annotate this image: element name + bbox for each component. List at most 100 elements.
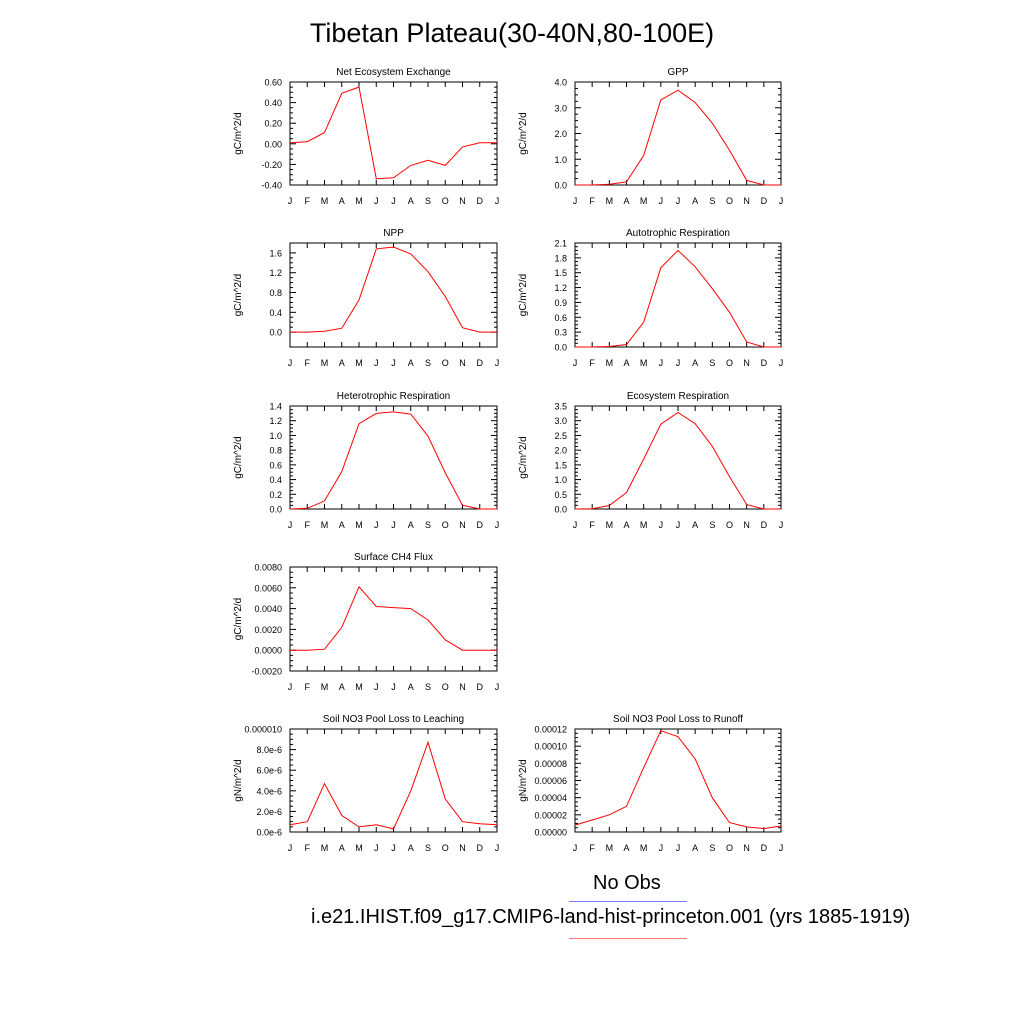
panel-1-xtick-label: M — [640, 196, 648, 206]
panel-1-ylabel: gC/m^2/d — [518, 112, 529, 155]
panel-6-xtick-label: F — [305, 682, 311, 692]
panel-5-series-line — [574, 411, 781, 510]
panel-2-xtick-label: J — [288, 358, 293, 368]
panel-4-xtick-label: D — [477, 520, 484, 530]
panel-1-xtick-label: F — [589, 196, 595, 206]
panel-5-xtick-label: F — [589, 520, 595, 530]
panel-3-xtick-label: N — [743, 358, 750, 368]
panel-5-xtick-label: A — [623, 520, 629, 530]
panel-2-xtick-label: N — [459, 358, 466, 368]
panel-8-ytick-label: 0.00006 — [534, 776, 567, 786]
panel-7-xtick-label: A — [408, 843, 414, 853]
panel-7-xtick-label: M — [321, 843, 329, 853]
panel-8-series-line — [574, 730, 782, 830]
panel-4-xtick-label: A — [408, 520, 414, 530]
panel-5-ytick-label: 3.0 — [554, 416, 567, 426]
panel-5-ytick-label: 1.5 — [554, 460, 567, 470]
panel-3-xtick-label: A — [623, 358, 629, 368]
panel-2-xtick-label: S — [425, 358, 431, 368]
panel-1-xtick-label: D — [761, 196, 768, 206]
panel-1-xtick-label: J — [573, 196, 578, 206]
panel-0-xtick-label: A — [339, 196, 345, 206]
panel-2-ytick-label: 0.8 — [269, 288, 282, 298]
panel-8-ytick-label: 0.00010 — [534, 742, 567, 752]
panel-1-ytick-label: 4.0 — [554, 78, 567, 88]
panel-7-xtick-label: M — [355, 843, 363, 853]
panel-0-xtick-label: A — [408, 196, 414, 206]
panel-3-xtick-label: J — [779, 358, 784, 368]
panel-7-xtick-label: J — [374, 843, 379, 853]
panel-0-xtick-label: J — [495, 196, 500, 206]
panel-0-xtick-label: M — [321, 196, 329, 206]
panel-6-xtick-label: A — [408, 682, 414, 692]
panel-2-xtick-label: O — [442, 358, 449, 368]
panel-6-xtick-label: M — [321, 682, 329, 692]
panel-3-ytick-label: 0.0 — [554, 343, 567, 353]
panel-3-ytick-label: 0.6 — [554, 313, 567, 323]
panel-7-title: Soil NO3 Pool Loss to Leaching — [323, 714, 464, 725]
panel-1-frame — [574, 81, 782, 186]
panel-6-xtick-label: D — [477, 682, 484, 692]
panel-4-xtick-label: N — [459, 520, 466, 530]
panel-3-xtick-label: J — [659, 358, 664, 368]
panel-7-ytick-label: 8.0e-6 — [256, 745, 282, 755]
panel-5-xtick-label: J — [779, 520, 784, 530]
panel-4-series-line — [289, 411, 497, 510]
panel-4-ytick-label: 1.4 — [269, 402, 282, 412]
panel-4-ytick-label: 1.2 — [269, 416, 282, 426]
panel-7-ylabel: gN/m^2/d — [233, 759, 244, 802]
panel-0-xtick-label: J — [391, 196, 396, 206]
panel-1-xtick-label: S — [709, 196, 715, 206]
panel-3-xtick-label: A — [692, 358, 698, 368]
panel-5-xtick-label: D — [761, 520, 768, 530]
panel-2-ytick-label: 1.6 — [269, 248, 282, 258]
panel-0-title: Net Ecosystem Exchange — [336, 67, 451, 78]
panel-2-xtick-label: A — [339, 358, 345, 368]
panel-0-xtick-label: M — [355, 196, 363, 206]
panel-7-ytick-label: 6.0e-6 — [256, 766, 282, 776]
panel-3-ytick-label: 1.2 — [554, 283, 567, 293]
panel-4-ytick-label: 0.6 — [269, 460, 282, 470]
panel-2-ytick-label: 1.2 — [269, 268, 282, 278]
panel-7-series-line — [289, 740, 498, 830]
panel-0-ytick-label: 0.40 — [264, 98, 282, 108]
panel-1-xtick-label: A — [623, 196, 629, 206]
panel-6-ytick-label: -0.0020 — [251, 667, 282, 677]
panel-0-xtick-label: J — [288, 196, 293, 206]
panel-5-frame — [574, 405, 782, 510]
panel-3-xtick-label: O — [726, 358, 733, 368]
panel-1-xtick-label: A — [692, 196, 698, 206]
panel-6-xtick-label: J — [391, 682, 396, 692]
panel-0-xtick-label: J — [374, 196, 379, 206]
panel-3-ytick-label: 0.9 — [554, 298, 567, 308]
panel-5-ytick-label: 3.5 — [554, 402, 567, 412]
panel-0-ytick-label: -0.20 — [261, 160, 282, 170]
panel-2-xtick-label: M — [321, 358, 329, 368]
panel-4-xtick-label: J — [288, 520, 293, 530]
panel-4-frame — [289, 405, 498, 510]
panel-7-xtick-label: A — [339, 843, 345, 853]
panel-4-xtick-label: F — [305, 520, 311, 530]
panel-5-ytick-label: 2.5 — [554, 431, 567, 441]
panel-1-ytick-label: 3.0 — [554, 103, 567, 113]
panel-8-title: Soil NO3 Pool Loss to Runoff — [613, 714, 743, 725]
panel-6-xtick-label: M — [355, 682, 363, 692]
panel-8-ytick-label: 0.00012 — [534, 725, 567, 735]
legend-model-line — [569, 938, 687, 939]
panel-3-series-line — [575, 249, 781, 348]
panel-3-xtick-label: S — [709, 358, 715, 368]
panel-3-xtick-label: M — [606, 358, 614, 368]
panel-0-ytick-label: -0.40 — [261, 181, 282, 191]
panel-6-ytick-label: 0.0080 — [254, 563, 282, 573]
panel-6-xtick-label: S — [425, 682, 431, 692]
panel-5-xtick-label: J — [659, 520, 664, 530]
panel-2-xtick-label: J — [391, 358, 396, 368]
panel-0-ytick-label: 0.20 — [264, 119, 282, 129]
panel-7-xtick-label: S — [425, 843, 431, 853]
panel-3-ylabel: gC/m^2/d — [518, 274, 529, 317]
panel-5-xtick-label: J — [573, 520, 578, 530]
panel-4-xtick-label: M — [321, 520, 329, 530]
legend-obs-line — [569, 901, 687, 902]
panel-8-xtick-label: A — [623, 843, 629, 853]
panel-1-xtick-label: J — [659, 196, 664, 206]
